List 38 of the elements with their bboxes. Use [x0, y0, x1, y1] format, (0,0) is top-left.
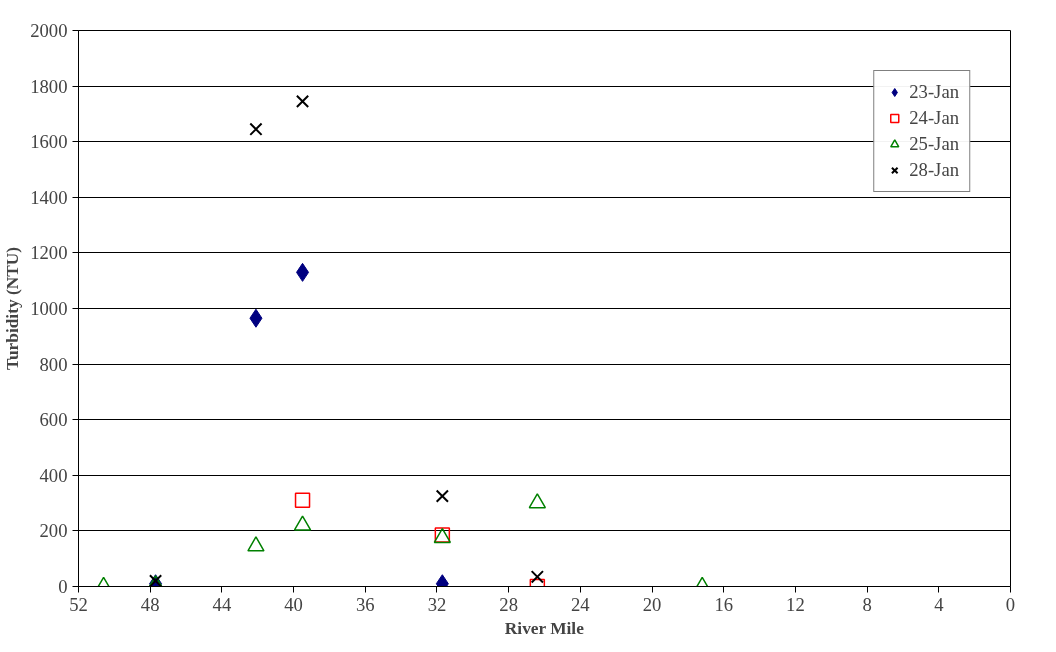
x-tick-label: 32: [427, 593, 447, 615]
y-tick-label: 2000: [30, 20, 68, 41]
point: [293, 515, 312, 531]
y-tick-label: 600: [39, 409, 68, 431]
legend-label: 28-Jan: [909, 159, 959, 181]
y-tick-label: 1800: [30, 75, 68, 97]
x-tick-label: 52: [69, 593, 88, 615]
y-tick-label: 1400: [30, 186, 68, 208]
y-tick-label: 200: [39, 520, 68, 542]
x-tick-label: 44: [212, 593, 232, 615]
x-tick-label: 40: [284, 593, 303, 615]
point: [296, 262, 310, 282]
point: [247, 536, 265, 552]
point: [528, 493, 547, 509]
y-tick-label: 1200: [30, 242, 68, 264]
x-tick-label: 16: [714, 593, 734, 615]
x-tick-label: 28: [499, 593, 518, 615]
legend-label: 25-Jan: [909, 133, 959, 155]
legend-label: 23-Jan: [909, 81, 959, 103]
y-tick-label: 400: [39, 464, 68, 486]
point: [295, 94, 310, 109]
x-tick-label: 36: [355, 593, 375, 615]
y-tick-label: 1000: [30, 298, 68, 319]
x-tick-label: 0: [1005, 593, 1016, 615]
point: [249, 122, 263, 136]
x-axis-title: River Mile: [504, 618, 585, 638]
y-tick-label: 1600: [30, 131, 68, 153]
y-axis-title: Turbidity (NTU): [3, 246, 23, 371]
x-tick-label: 4: [934, 593, 945, 615]
x-tick-label: 20: [642, 593, 662, 615]
y-tick-label: 800: [39, 353, 68, 375]
x-tick-label: 24: [571, 593, 591, 615]
y-tick-label: 0: [58, 576, 68, 597]
x-tick-label: 8: [862, 593, 872, 615]
x-tick-label: 48: [140, 593, 160, 615]
legend-label: 24-Jan: [909, 107, 959, 129]
point: [249, 308, 263, 328]
x-tick-label: 12: [786, 593, 805, 615]
